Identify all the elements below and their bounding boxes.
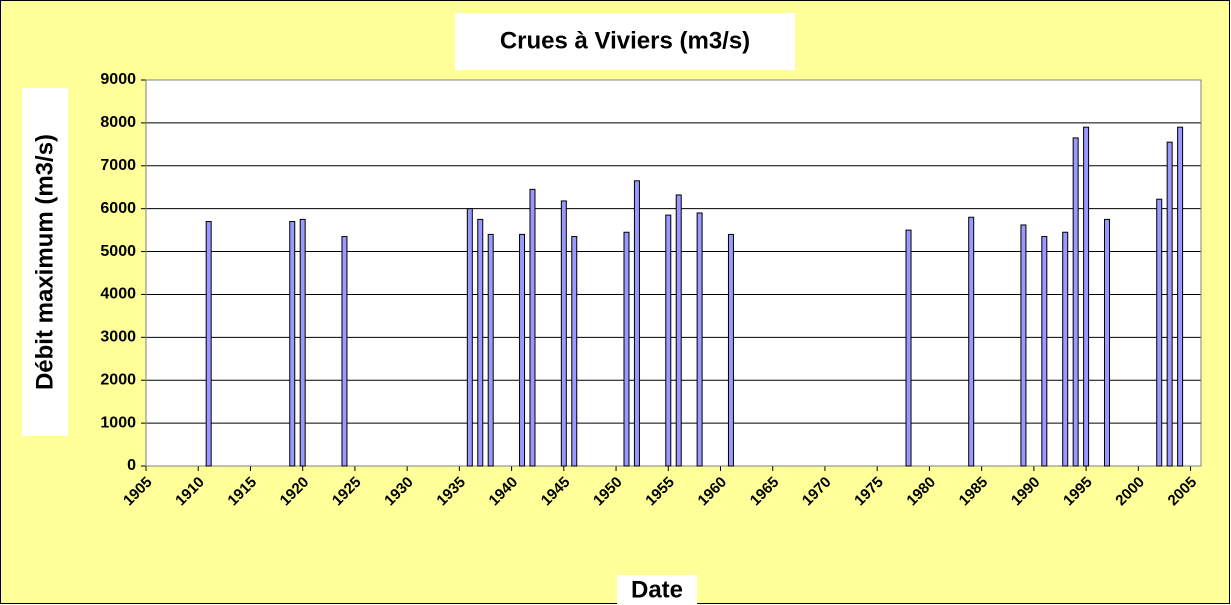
title-box — [455, 13, 795, 70]
bar — [299, 218, 306, 467]
bar — [1072, 137, 1079, 467]
bar — [1156, 198, 1163, 467]
bar — [633, 180, 640, 467]
bar — [529, 188, 536, 467]
x-axis-label: Date — [631, 576, 683, 603]
bar — [341, 236, 348, 467]
y-tick-label: 0 — [127, 457, 136, 474]
chart-title: Crues à Viviers (m3/s) — [500, 27, 750, 54]
bar — [1041, 236, 1048, 467]
y-tick-label: 6000 — [100, 200, 136, 217]
y-tick-label: 1000 — [100, 414, 136, 431]
bar — [571, 236, 578, 467]
y-label-box — [22, 88, 68, 436]
bar — [1166, 141, 1173, 467]
bar — [696, 212, 703, 467]
y-tick-label: 4000 — [100, 286, 136, 303]
y-tick-label: 5000 — [100, 243, 136, 260]
y-tick-label: 7000 — [100, 157, 136, 174]
y-axis-label: Débit maximum (m3/s) — [31, 134, 58, 390]
x-label-box — [617, 575, 697, 605]
plot-border — [145, 79, 1202, 467]
bar — [1062, 231, 1069, 467]
bar — [477, 218, 484, 467]
bar — [905, 229, 912, 467]
bar — [560, 200, 567, 467]
bar — [665, 214, 672, 467]
bar — [487, 233, 494, 467]
bar — [675, 194, 682, 467]
bar — [623, 231, 630, 467]
y-tick-label: 2000 — [100, 371, 136, 388]
bar — [205, 221, 212, 467]
bar — [1177, 126, 1184, 467]
y-tick-label: 3000 — [100, 329, 136, 346]
bar — [1020, 224, 1027, 467]
bar — [968, 216, 975, 467]
bar — [289, 221, 296, 467]
bar — [1083, 126, 1090, 467]
bar — [727, 233, 734, 467]
y-tick-label: 9000 — [100, 71, 136, 88]
bar — [466, 208, 473, 467]
bar — [519, 233, 526, 467]
bar — [1103, 218, 1110, 467]
y-tick-label: 8000 — [100, 114, 136, 131]
